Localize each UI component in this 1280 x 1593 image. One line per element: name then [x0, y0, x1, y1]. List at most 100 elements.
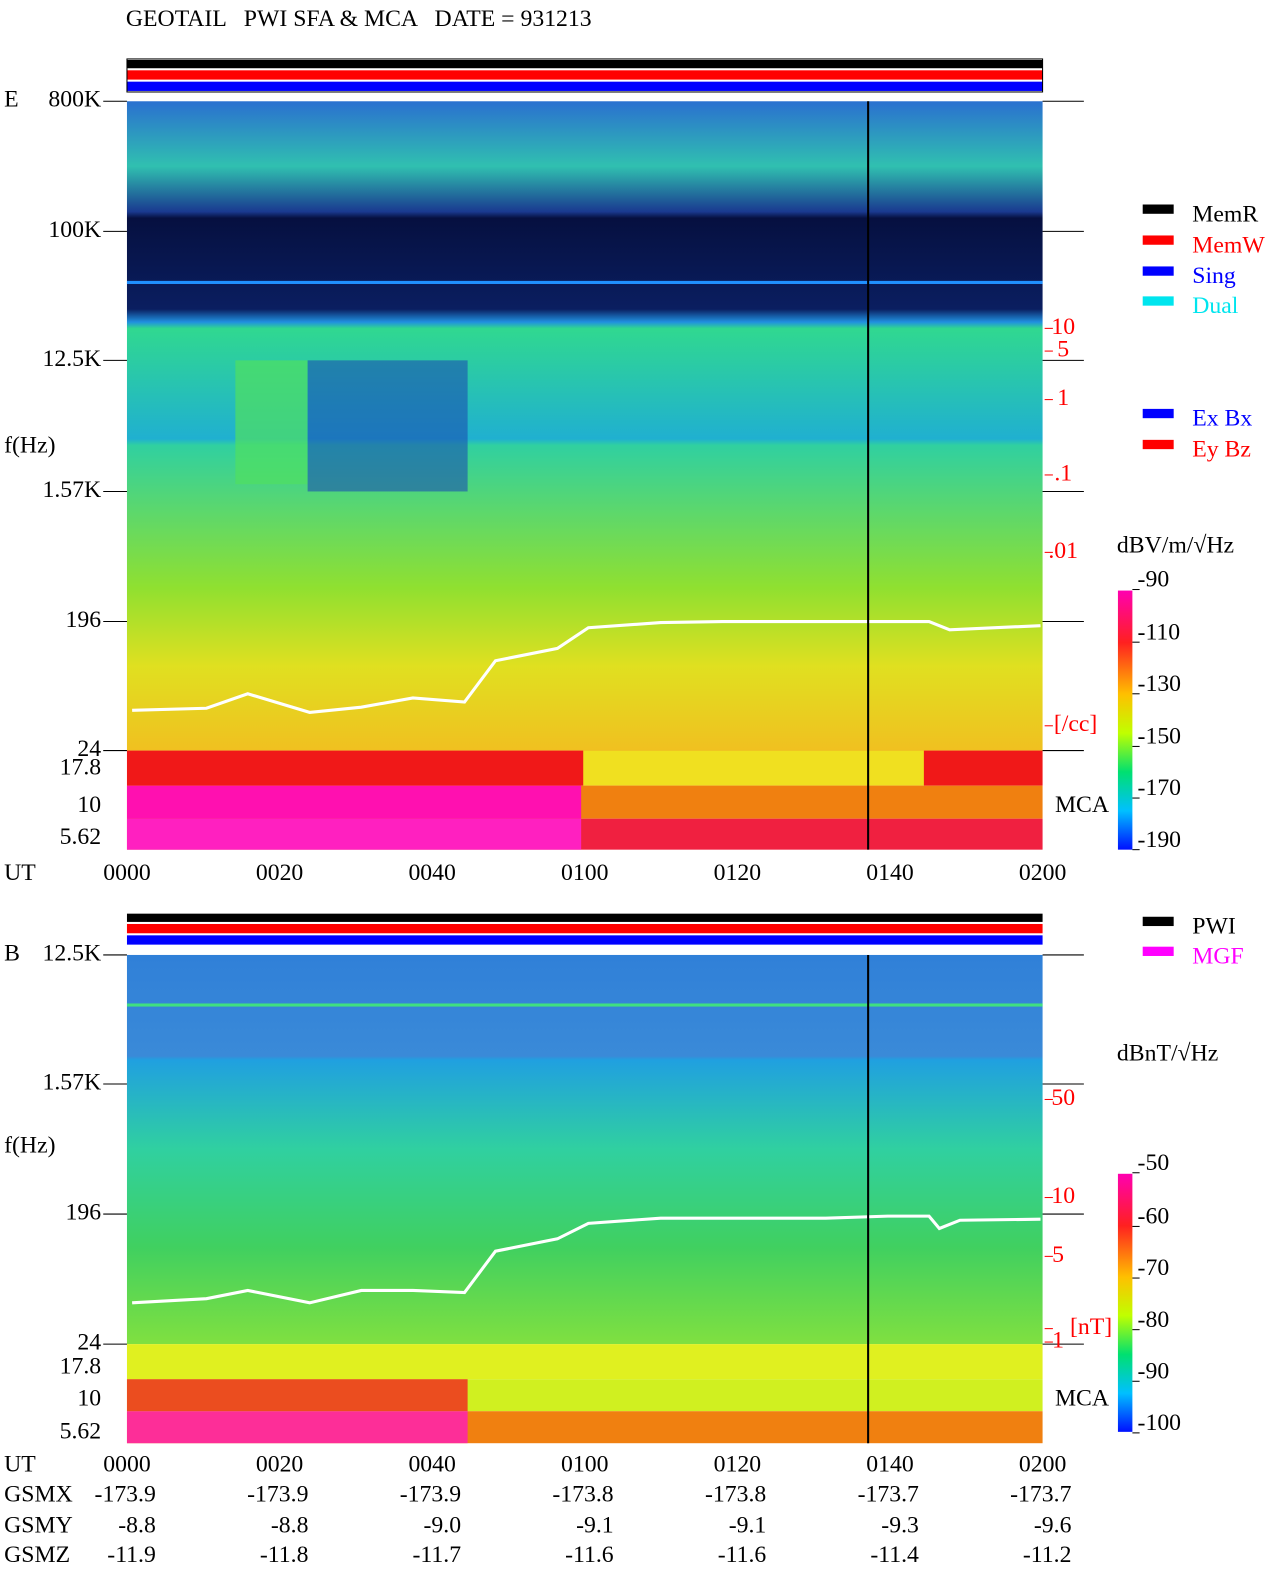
time-label: 0200 [1019, 860, 1066, 886]
time-label: 0120 [714, 1451, 761, 1477]
status-bar [126, 70, 1043, 80]
orbit-value: -8.8 [118, 1512, 156, 1538]
colorbar-tick: -60 [1138, 1204, 1170, 1230]
time-axis-label: UT [4, 1451, 36, 1477]
time-label: 0000 [103, 1451, 150, 1477]
orbit-value: -11.6 [718, 1542, 767, 1568]
colorbar-tick: -90 [1138, 1358, 1170, 1384]
status-frame [126, 58, 1044, 93]
legend-label: Sing [1192, 263, 1236, 289]
freq-label: 196 [66, 1200, 102, 1226]
freq-label: 24 [77, 736, 101, 762]
orbit-value: -173.9 [400, 1481, 461, 1507]
orbit-value: -11.4 [870, 1542, 919, 1568]
time-label: 0100 [561, 860, 608, 886]
legend-swatch [1142, 204, 1174, 214]
legend-swatch [1142, 266, 1174, 276]
mca-band [583, 750, 924, 786]
freq-label: 196 [66, 607, 102, 633]
legend-swatch [1142, 408, 1174, 419]
orbit-value: -173.7 [858, 1481, 919, 1507]
legend-label: Ex Bx [1192, 406, 1252, 432]
y-axis-label: f(Hz) [4, 433, 55, 459]
time-label: 0140 [866, 1451, 913, 1477]
emission [307, 360, 468, 492]
density-label: 1 [1057, 385, 1069, 411]
time-label: 0040 [408, 1451, 455, 1477]
labels: Ef(Hz)800K100K12.5K1.57K1962417.8105.621… [4, 87, 1265, 1568]
legend-label: MGF [1192, 944, 1243, 970]
density-label: 5 [1052, 1242, 1064, 1268]
legend-swatch [1142, 916, 1174, 927]
emission [126, 1003, 1043, 1007]
freq-label: 100K [48, 217, 101, 243]
legend-label: Dual [1192, 293, 1239, 319]
mca-band [126, 1411, 468, 1444]
status-bar [126, 923, 1043, 934]
orbit-value: -9.0 [423, 1512, 461, 1538]
legend-swatch [1142, 296, 1174, 306]
colorbar [1117, 590, 1133, 850]
freq-label: 12.5K [42, 940, 101, 966]
status-bar [126, 59, 1043, 69]
colorbar-tick: -170 [1138, 775, 1182, 801]
time-label: 0120 [714, 860, 761, 886]
spectrogram-b [126, 954, 1043, 1345]
density-label: .01 [1048, 538, 1078, 564]
plasma-line [132, 1214, 1041, 1305]
status-bar [126, 81, 1043, 91]
mca-band [126, 1344, 1043, 1380]
legend-swatch [1142, 235, 1174, 245]
density-label: .1 [1054, 460, 1072, 486]
colorbar-tick: -150 [1138, 724, 1182, 750]
emission [235, 360, 308, 485]
colorbar-tick: -90 [1138, 567, 1170, 593]
time-label: 0000 [103, 860, 150, 886]
y-axis-label: f(Hz) [4, 1132, 55, 1158]
time-axis-label: UT [4, 860, 36, 886]
density-label: 5 [1057, 337, 1069, 363]
time-label: 0040 [408, 860, 455, 886]
time-label: 0020 [256, 1451, 303, 1477]
title: GEOTAIL PWI SFA & MCA DATE = 931213 [126, 6, 592, 32]
freq-label: 17.8 [60, 1353, 102, 1379]
freq-label: 17.8 [60, 755, 102, 781]
freq-label: 800K [48, 87, 101, 113]
orbit-value: -9.3 [881, 1512, 919, 1538]
density-label: 10 [1051, 1183, 1075, 1209]
orbit-value: -11.8 [260, 1542, 309, 1568]
time-label: 0200 [1019, 1451, 1066, 1477]
colorbar-unit: dBnT/√Hz [1117, 1041, 1218, 1067]
emission [126, 280, 1043, 284]
legend-swatch [1142, 439, 1174, 450]
mca-label: MCA [1055, 792, 1109, 818]
freq-label: 5.62 [60, 1418, 102, 1444]
orbit-value: -11.9 [107, 1542, 156, 1568]
legend-swatch [1142, 946, 1174, 956]
colorbar [1117, 1173, 1133, 1432]
orbit-label: GSMX [4, 1481, 73, 1507]
orbit-label: GSMY [4, 1512, 73, 1538]
density-label: 50 [1051, 1085, 1075, 1111]
mca-band [126, 818, 582, 850]
orbit-value: -9.1 [576, 1512, 614, 1538]
status-bar [126, 935, 1043, 945]
orbit-value: -173.8 [552, 1481, 613, 1507]
colorbar-tick: -80 [1138, 1307, 1170, 1333]
freq-label: 12.5K [42, 346, 101, 372]
freq-label: 10 [77, 792, 101, 818]
colorbar-tick: -190 [1138, 827, 1182, 853]
orbit-value: -9.6 [1034, 1512, 1072, 1538]
plasma-line [132, 619, 1041, 714]
legend-label: Ey Bz [1192, 437, 1251, 463]
legend-label: PWI [1192, 914, 1236, 940]
mca-band [126, 1379, 468, 1412]
colorbar-unit: dBV/m/√Hz [1117, 533, 1234, 559]
time-label: 0140 [866, 860, 913, 886]
legend-label: MemW [1192, 232, 1265, 258]
density-label: [/cc] [1054, 711, 1097, 737]
orbit-value: -11.2 [1023, 1542, 1072, 1568]
orbit-value: -173.8 [705, 1481, 766, 1507]
time-label: 0100 [561, 1451, 608, 1477]
